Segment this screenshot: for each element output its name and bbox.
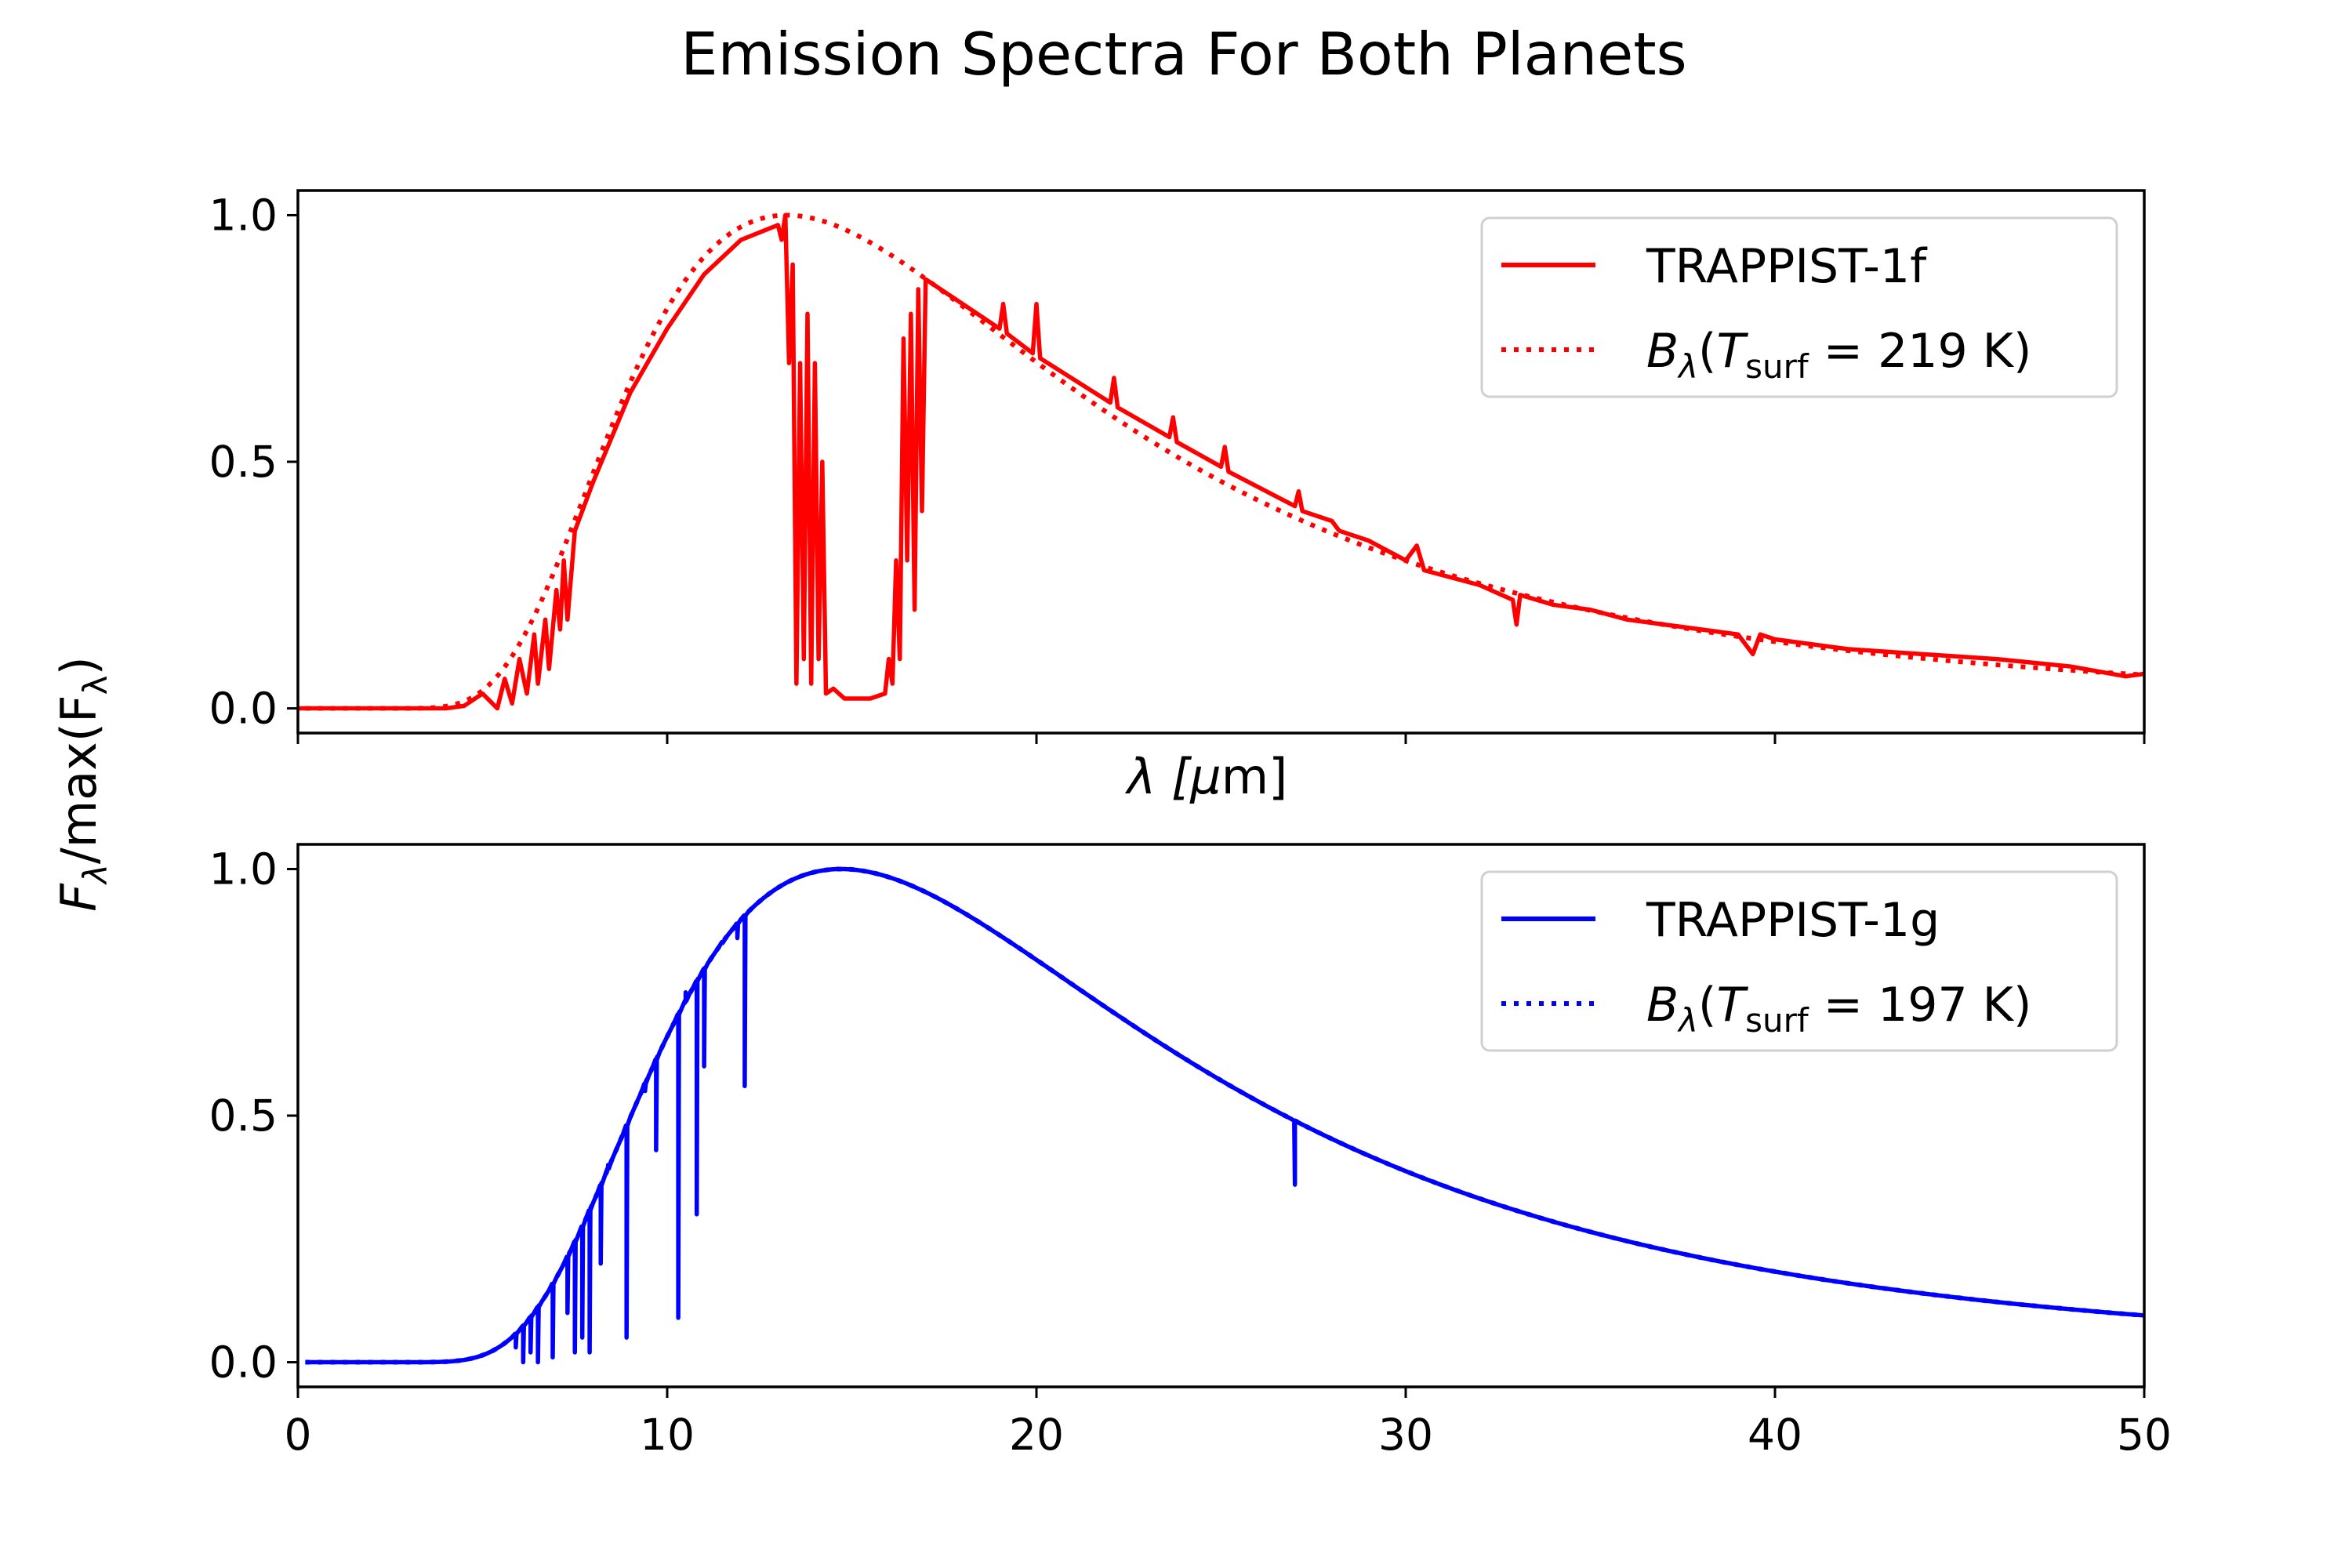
- series-planck-curve: [305, 212, 2144, 711]
- legend-label: Bλ(Tsurf = 219 K): [1646, 324, 2031, 386]
- legend-label: Bλ(Tsurf = 197 K): [1646, 978, 2031, 1040]
- y-tick-label: 1.0: [209, 190, 278, 240]
- y-label-sub2: λ: [76, 675, 114, 695]
- y-label-rest: /max(F: [50, 695, 107, 864]
- legend-box: [1480, 870, 2118, 1052]
- series-group: [305, 866, 2144, 1365]
- x-tick-label: 0: [285, 1410, 312, 1460]
- x-label-mu: μ: [1189, 748, 1221, 805]
- panel-top: 0.0 0.5 1.0 TRAPPIST-1f Bλ(Tsurf = 219 K): [209, 189, 2146, 744]
- y-tick-label: 0.5: [209, 1091, 278, 1141]
- y-label-f: F: [50, 883, 107, 912]
- legend-box: [1480, 216, 2118, 398]
- legend-label: TRAPPIST-1g: [1646, 893, 1940, 948]
- x-label-pre: λ [: [1125, 748, 1192, 805]
- x-tick-label: 10: [640, 1410, 695, 1460]
- x-axis-label-top: λ [μm]: [1125, 748, 1288, 805]
- x-tick-label: 20: [1009, 1410, 1064, 1460]
- y-tick-label: 0.0: [209, 684, 278, 734]
- series-planck-curve: [305, 866, 2144, 1365]
- y-tick-label: 0.5: [209, 437, 278, 487]
- x-label-post: m]: [1221, 748, 1288, 805]
- y-axis-label: Fλ/max(Fλ): [50, 656, 114, 911]
- x-tick-label: 30: [1378, 1410, 1433, 1460]
- y-label-close: ): [50, 656, 107, 675]
- legend: TRAPPIST-1f Bλ(Tsurf = 219 K): [1480, 216, 2118, 398]
- x-tick-label: 40: [1748, 1410, 1802, 1460]
- y-label-sub: λ: [76, 864, 114, 885]
- series-spectrum-line: [298, 212, 2144, 711]
- legend: TRAPPIST-1g Bλ(Tsurf = 197 K): [1480, 870, 2118, 1052]
- figure-title: Emission Spectra For Both Planets: [681, 20, 1687, 89]
- legend-label: TRAPPIST-1f: [1646, 239, 1928, 294]
- series-group: [298, 212, 2144, 711]
- y-tick-label: 1.0: [209, 844, 278, 894]
- panel-bottom: 0.0 0.5 1.0 0 10 20 30 40 50 TRAPPIST-1g Bλ(Tsurf …: [209, 843, 2172, 1460]
- x-tick-label: 50: [2117, 1410, 2172, 1460]
- y-tick-label: 0.0: [209, 1338, 278, 1388]
